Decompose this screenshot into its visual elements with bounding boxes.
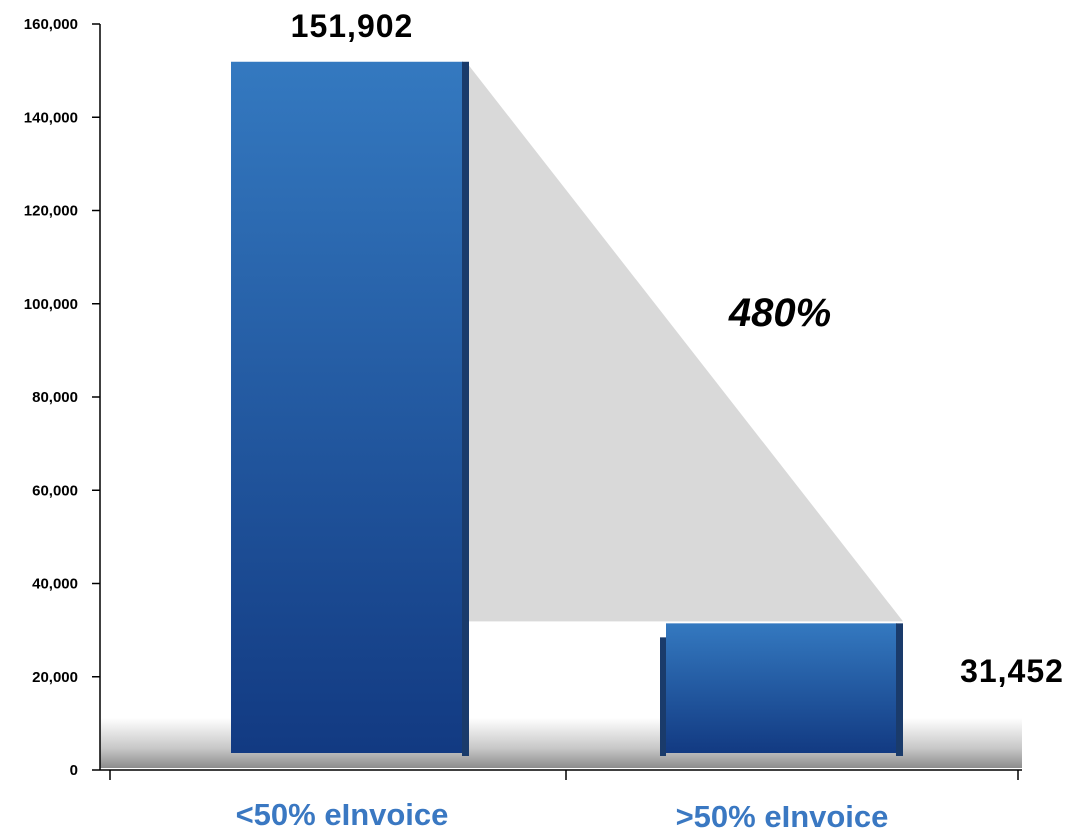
bar-1 bbox=[231, 61, 463, 754]
bar-value-label-2: 31,452 bbox=[960, 653, 1064, 689]
y-tick-label: 20,000 bbox=[32, 669, 78, 686]
y-tick-label: 0 bbox=[70, 762, 78, 779]
bar-2-left-edge bbox=[660, 637, 666, 756]
bar-2-side bbox=[896, 623, 903, 756]
difference-annotation: 480% bbox=[728, 291, 831, 335]
bar-value-label-1: 151,902 bbox=[291, 8, 414, 44]
difference-wedge bbox=[466, 61, 903, 622]
y-tick-label: 160,000 bbox=[24, 16, 78, 33]
y-tick-label: 60,000 bbox=[32, 482, 78, 499]
category-label-1: <50% eInvoice bbox=[236, 797, 449, 831]
category-label-2: >50% eInvoice bbox=[676, 799, 889, 831]
bar-2 bbox=[666, 623, 897, 753]
y-tick-label: 40,000 bbox=[32, 576, 78, 593]
y-tick-label: 140,000 bbox=[24, 109, 78, 126]
y-tick-label: 120,000 bbox=[24, 203, 78, 220]
y-tick-label: 100,000 bbox=[24, 296, 78, 313]
y-tick-label: 80,000 bbox=[32, 389, 78, 406]
bar-1-side bbox=[462, 61, 469, 757]
